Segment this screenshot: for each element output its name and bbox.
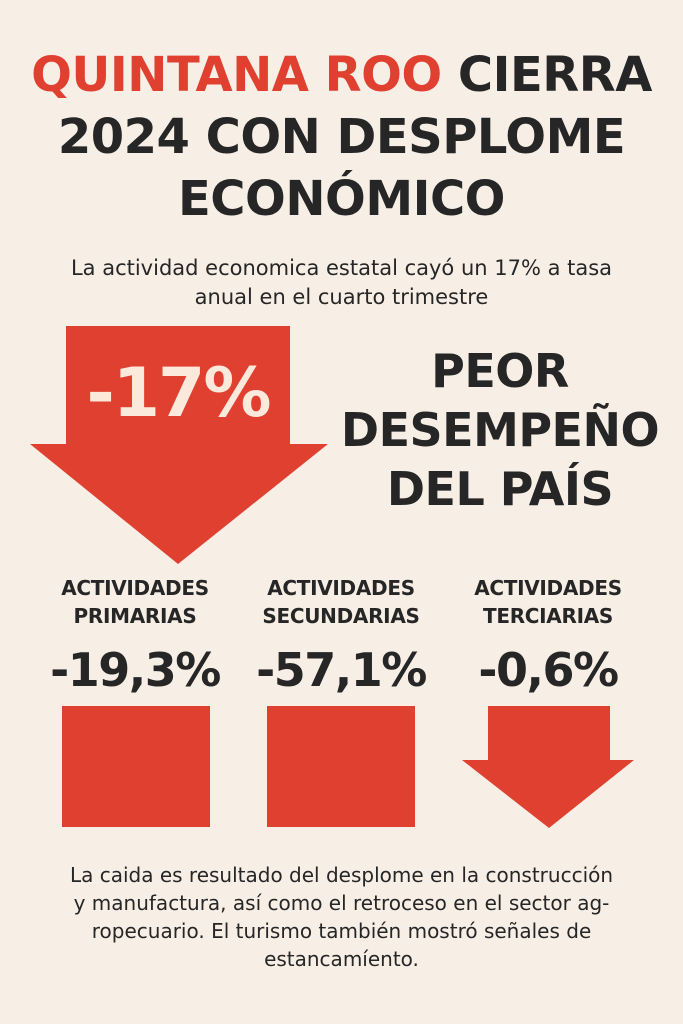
headline-line2: 2024 CON DESPLOME: [57, 109, 626, 165]
worst-performance-caption: PEOR DESEMPEÑO DEL PAÍS: [340, 342, 660, 519]
small-down-arrow-icon: [462, 706, 634, 828]
caption-line2: DESEMPEÑO: [340, 403, 660, 457]
sector-primary-label-line1: ACTIVIDADES: [61, 576, 209, 600]
footer-line2: y manufactura, así como el retroceso en …: [73, 891, 610, 915]
sector-tertiary-label-line1: ACTIVIDADES: [474, 576, 622, 600]
small-arrow-shape: [462, 706, 634, 828]
sector-secondary-label-line1: ACTIVIDADES: [267, 576, 415, 600]
headline-accent: QUINTANA ROO: [31, 47, 442, 103]
subtitle: La actividad economica estatal cayó un 1…: [30, 254, 653, 312]
sector-primary: ACTIVIDADES PRIMARIAS -19,3%: [45, 574, 225, 698]
headline-line1-rest: CIERRA: [457, 47, 652, 103]
main-percentage: -17%: [86, 354, 272, 433]
sector-primary-label: ACTIVIDADES PRIMARIAS: [45, 574, 225, 630]
big-arrow-shape: [30, 326, 328, 564]
sector-secondary-block: [267, 706, 415, 827]
headline: QUINTANA ROO CIERRA 2024 CON DESPLOME EC…: [0, 44, 683, 230]
down-arrow-icon: [30, 326, 328, 564]
sector-secondary-value: -57,1%: [256, 643, 427, 697]
sector-tertiary-value: -0,6%: [478, 643, 619, 697]
sector-secondary-label: ACTIVIDADES SECUNDARIAS: [251, 574, 431, 630]
footer-line1: La caida es resultado del desplome en la…: [69, 863, 614, 887]
footer-line3: ropecuario. El turismo también mostró se…: [91, 919, 592, 943]
sector-primary-block: [62, 706, 210, 827]
footer-line4: estancamíento.: [264, 947, 419, 971]
sector-tertiary: ACTIVIDADES TERCIARIAS -0,6%: [458, 574, 638, 698]
caption-line1: PEOR: [431, 344, 569, 398]
caption-line3: DEL PAÍS: [386, 462, 614, 516]
headline-line3: ECONÓMICO: [178, 171, 505, 227]
sector-primary-label-line2: PRIMARIAS: [73, 604, 197, 628]
subtitle-line1: La actividad economica estatal cayó un 1…: [70, 256, 613, 280]
sector-tertiary-label: ACTIVIDADES TERCIARIAS: [458, 574, 638, 630]
sector-secondary-label-line2: SECUNDARIAS: [262, 604, 420, 628]
sector-primary-value: -19,3%: [50, 643, 221, 697]
subtitle-line2: anual en el cuarto trimestre: [194, 285, 489, 309]
sector-tertiary-label-line2: TERCIARIAS: [482, 604, 614, 628]
sector-secondary: ACTIVIDADES SECUNDARIAS -57,1%: [251, 574, 431, 698]
footer-text: La caida es resultado del desplome en la…: [40, 861, 643, 973]
